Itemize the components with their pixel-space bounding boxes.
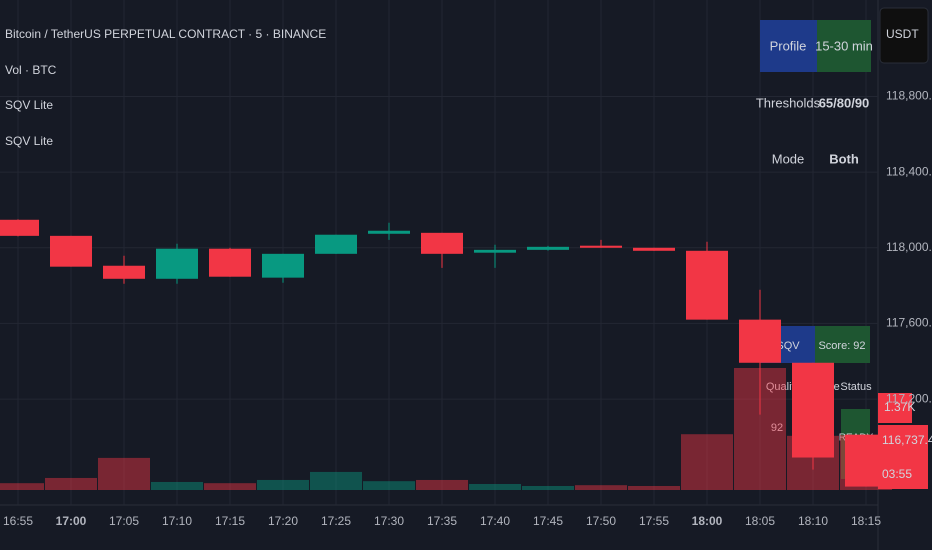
panel-text: Thresholds [756,95,821,110]
volume-price-box [878,393,912,423]
y-tick-label: 117,200.0 [886,391,932,405]
x-tick-label: 18:00 [692,514,723,528]
volume-bar [204,483,256,490]
volume-bar [575,485,627,490]
x-tick-label: 17:40 [480,514,510,528]
x-tick-label: 17:20 [268,514,298,528]
candle-body [580,245,622,248]
panel-text: Status [840,381,872,393]
volume-bar [416,479,468,490]
x-tick-label: 17:15 [215,514,245,528]
indicator-label: SQV Lite [5,134,53,148]
x-tick-label: 18:10 [798,514,828,528]
volume-bar [628,485,680,490]
currency-button[interactable] [879,7,929,64]
x-tick-label: 18:15 [851,514,881,528]
panel-text: SQV [776,340,800,352]
last-price-label: 116,737.4 [882,433,932,447]
x-tick-label: 17:00 [56,514,87,528]
currency-label[interactable]: USDT [886,27,919,41]
panel-cell [817,20,871,72]
candle-body [209,248,251,277]
candle-body [686,250,728,320]
last-price-box [878,425,928,489]
y-tick-label: 118,800.0 [886,89,932,103]
x-tick-label: 17:05 [109,514,139,528]
volume-bar [310,471,362,490]
panel-text: 92 [771,422,783,434]
volume-bar [469,483,521,490]
panel-text: 15-30 min [815,38,873,53]
volume-bar [522,485,574,490]
x-tick-label: 16:55 [3,514,33,528]
candle-body [368,230,410,234]
candle-body [527,246,569,250]
x-tick-label: 17:25 [321,514,351,528]
volume-label: 1.37K [884,400,915,414]
indicator-label: SQV Lite [5,98,53,112]
x-tick-label: 17:35 [427,514,457,528]
countdown: 03:55 [882,467,912,481]
candle-body [262,253,304,278]
panel-cell [815,326,870,363]
panel-text: Mode [772,151,805,166]
candle-body [103,265,145,279]
panel-text: Quality [766,381,801,393]
x-tick-label: 17:55 [639,514,669,528]
candle-body [792,362,834,458]
candle-body [315,234,357,254]
chart-title: Bitcoin / TetherUS PERPETUAL CONTRACT · … [5,27,326,41]
panel-text: Profile [770,38,807,53]
x-tick-label: 17:10 [162,514,192,528]
volume-bar [45,477,97,490]
y-tick-label: 118,000.0 [886,240,932,254]
volume-bar [151,481,203,490]
volume-bar [0,483,44,490]
candle-body [739,319,781,363]
panel-text: Score: 92 [818,340,865,352]
candle-body [633,247,675,251]
panel-text: Both [829,151,859,166]
candle-body [474,249,516,253]
x-tick-label: 17:50 [586,514,616,528]
volume-bar [681,434,733,490]
candle-body [0,219,39,236]
panel-cell [760,20,817,72]
candle-body [156,248,198,279]
candle-body [50,235,92,267]
y-tick-label: 117,600.0 [886,316,932,330]
candle-body [421,232,463,254]
volume-bar [98,457,150,490]
x-tick-label: 17:30 [374,514,404,528]
x-tick-label: 18:05 [745,514,775,528]
y-tick-label: 118,400.0 [886,164,932,178]
volume-bar [257,479,309,490]
panel-text: 65/80/90 [819,95,870,110]
x-tick-label: 17:45 [533,514,563,528]
volume-bar [363,481,415,490]
indicator-label: Vol · BTC [5,63,57,77]
